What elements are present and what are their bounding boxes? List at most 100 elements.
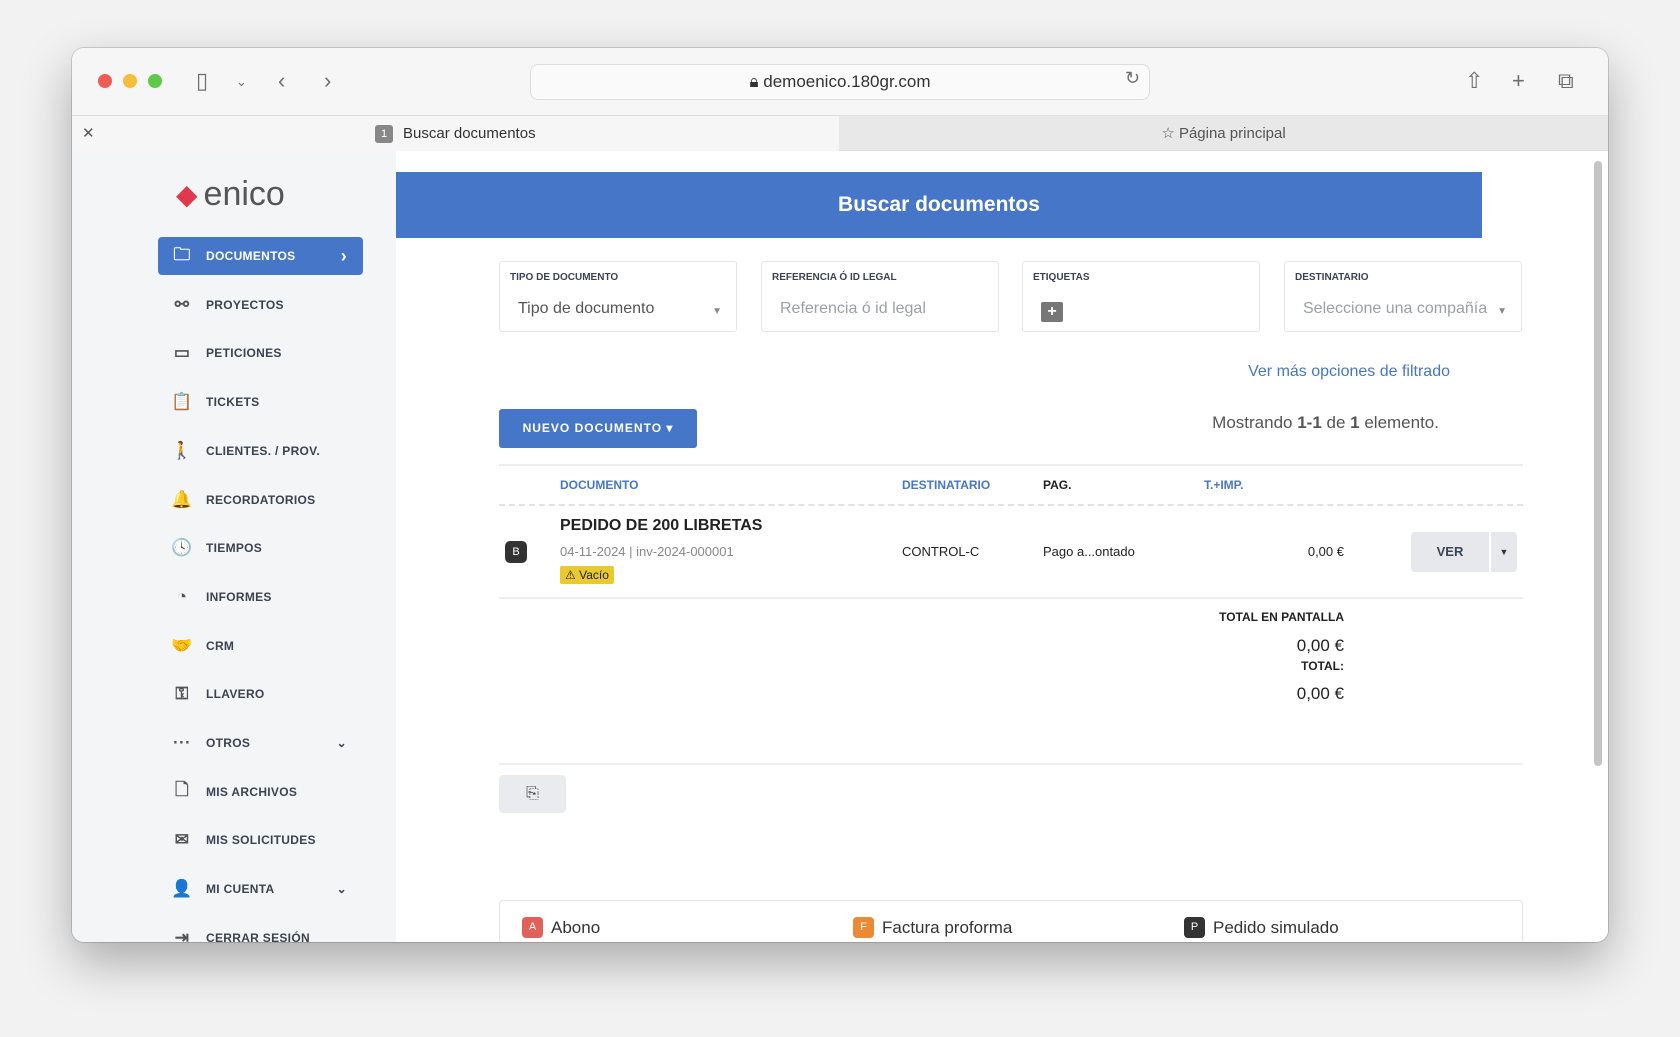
document-type-select[interactable]: TIPO DE DOCUMENTO Tipo de documento ▼ — [499, 261, 737, 332]
legend-badge: A — [522, 917, 543, 938]
share-icon[interactable]: ⇧ — [1465, 68, 1484, 93]
tab-label: Página principal — [1178, 125, 1286, 142]
forward-icon[interactable]: › — [324, 68, 332, 93]
tab-badge: 1 — [375, 125, 393, 143]
export-button[interactable]: ⎘ — [499, 775, 566, 813]
count-text: Mostrando — [1212, 413, 1298, 432]
mailbox-icon: ▭ — [173, 343, 191, 363]
sidebar-item-tiempos[interactable]: 🕓 TIEMPOS — [158, 529, 363, 567]
logout-icon: ⇥ — [174, 927, 190, 942]
sidebar-item-label: MI CUENTA — [206, 882, 275, 897]
divider — [499, 464, 1523, 466]
reference-input[interactable]: REFERENCIA Ó ID LEGAL Referencia ó id le… — [761, 261, 999, 332]
bell-icon: 🔔 — [171, 489, 193, 509]
sidebar-item-informes[interactable]: ◔ INFORMES — [158, 578, 363, 616]
sidebar-item-recordatorios[interactable]: 🔔 RECORDATORIOS — [158, 481, 363, 519]
sidebar-item-proyectos[interactable]: ⚯ PROYECTOS — [158, 286, 363, 324]
filter-placeholder: Referencia ó id legal — [780, 300, 926, 317]
sidebar-item-label: PROYECTOS — [206, 297, 284, 312]
sidebar-item-cerrar-sesión[interactable]: ⇥ CERRAR SESIÓN — [158, 919, 363, 942]
legend-box: A Abono F Factura proforma P Pedido simulad… — [499, 900, 1523, 942]
close-tab-icon[interactable]: ✕ — [82, 125, 95, 142]
sidebar-item-label: OTROS — [206, 736, 251, 750]
screen-total-value: 0,00 € — [1296, 636, 1344, 655]
payment-cell: Pago a...ontado — [1043, 544, 1135, 559]
recipient-cell: CONTROL-C — [902, 544, 980, 559]
envelope-icon: ✉ — [174, 830, 190, 850]
tab-buscar-documentos[interactable]: ✕ 1 Buscar documentos — [72, 116, 839, 151]
sidebar-item-otros[interactable]: ··· OTROS ⌄ — [158, 724, 363, 762]
sidebar: ◆ enico 🗀 DOCUMENTOS › ⚯ PROYECTOS ▭ PETICIONES… — [72, 151, 396, 942]
back-icon[interactable]: ‹ — [278, 68, 286, 93]
export-icon: ⎘ — [526, 785, 539, 802]
sidebar-item-label: TIEMPOS — [206, 541, 263, 556]
new-tab-icon[interactable]: + — [1512, 68, 1525, 93]
sidebar-item-label: DOCUMENTOS — [206, 249, 296, 263]
recipient-select[interactable]: DESTINATARIO Seleccione una compañía ▼ — [1284, 261, 1522, 332]
filter-label: TIPO DE DOCUMENTO — [510, 272, 619, 283]
file-icon: 🗋 — [175, 780, 189, 800]
sidebar-item-label: CLIENTES. / PROV. — [206, 443, 321, 458]
sidebar-toggle-icon[interactable]: ▯ — [196, 68, 209, 93]
filter-value: Tipo de documento — [518, 300, 655, 317]
sidebar-item-tickets[interactable]: 📋 TICKETS — [158, 383, 363, 421]
caret-down-icon: ▼ — [1497, 306, 1507, 317]
sidebar-item-label: MIS SOLICITUDES — [206, 833, 316, 848]
sidebar-item-label: TICKETS — [206, 395, 260, 410]
header-divider — [499, 504, 1523, 506]
sidebar-item-peticiones[interactable]: ▭ PETICIONES — [158, 334, 363, 372]
sidebar-item-mi-cuenta[interactable]: 👤 MI CUENTA ⌄ — [158, 870, 363, 908]
empty-warning-badge: ⚠ Vacío — [560, 566, 614, 584]
tab-pagina-principal[interactable]: ☆ Página principal — [839, 116, 1608, 151]
sidebar-item-mis-solicitudes[interactable]: ✉ MIS SOLICITUDES — [158, 821, 363, 859]
minimize-window-button[interactable] — [123, 74, 137, 88]
sidebar-item-label: CRM — [206, 638, 235, 653]
sidebar-item-label: MIS ARCHIVOS — [206, 784, 298, 799]
sidebar-item-label: PETICIONES — [206, 346, 282, 361]
total-value: 0,00 € — [1296, 684, 1344, 703]
sidebar-item-mis-archivos[interactable]: 🗋 MIS ARCHIVOS — [158, 773, 363, 811]
tags-field[interactable]: ETIQUETAS + — [1022, 261, 1260, 332]
maximize-window-button[interactable] — [148, 74, 162, 88]
document-title[interactable]: PEDIDO DE 200 LIBRETAS — [560, 517, 763, 534]
results-count: Mostrando 1-1 de 1 elemento. — [1212, 413, 1439, 433]
sidebar-item-llavero[interactable]: ⚿ LLAVERO — [158, 675, 363, 713]
chevron-down-icon[interactable]: ⌄ — [236, 74, 247, 89]
sidebar-item-label: RECORDATORIOS — [206, 492, 316, 507]
clock-icon: 🕓 — [171, 538, 193, 558]
lock-icon: 🔒︎ — [749, 72, 764, 91]
view-dropdown-caret-icon[interactable]: ▼ — [1491, 532, 1517, 572]
sidebar-item-label: INFORMES — [206, 589, 272, 604]
legend-badge: P — [1184, 917, 1205, 938]
column-header-documento[interactable]: DOCUMENTO — [560, 478, 639, 492]
legend-item-pedido-simulado: P Pedido simulado — [1184, 917, 1339, 938]
column-header-total-imp[interactable]: T.+IMP. — [1204, 478, 1244, 492]
logo[interactable]: ◆ enico — [176, 175, 285, 214]
browser-window: ▯ ⌄ ‹ › 🔒︎ demoenico.180gr.com ↻ ⇧ + ⧉ ✕… — [72, 48, 1608, 942]
sidebar-item-label: CERRAR SESIÓN — [206, 930, 310, 942]
add-tag-icon[interactable]: + — [1041, 302, 1063, 322]
filter-label: DESTINATARIO — [1295, 272, 1369, 283]
legend-item-abono: A Abono — [522, 917, 600, 938]
walking-person-icon: 🚶 — [171, 440, 193, 460]
scrollbar[interactable] — [1594, 161, 1602, 766]
close-window-button[interactable] — [98, 74, 112, 88]
sidebar-item-clientes-prov[interactable]: 🚶 CLIENTES. / PROV. — [158, 432, 363, 470]
caret-down-icon: ▼ — [712, 306, 722, 317]
browser-toolbar: ▯ ⌄ ‹ › 🔒︎ demoenico.180gr.com ↻ ⇧ + ⧉ — [72, 48, 1608, 115]
sidebar-item-documentos[interactable]: 🗀 DOCUMENTOS › — [158, 237, 363, 275]
logo-text: enico — [203, 175, 285, 213]
tab-label: Buscar documentos — [403, 125, 536, 142]
new-document-button[interactable]: NUEVO DOCUMENTO ▾ — [499, 409, 697, 448]
divider — [499, 597, 1523, 599]
tab-overview-icon[interactable]: ⧉ — [1558, 68, 1574, 93]
reload-icon[interactable]: ↻ — [1125, 68, 1141, 88]
column-header-destinatario[interactable]: DESTINATARIO — [902, 478, 991, 492]
count-text: de — [1321, 413, 1351, 432]
sidebar-item-crm[interactable]: 🤝 CRM — [158, 627, 363, 665]
filter-label: REFERENCIA Ó ID LEGAL — [772, 272, 897, 283]
address-bar[interactable]: 🔒︎ demoenico.180gr.com — [530, 64, 1150, 100]
more-filters-link[interactable]: Ver más opciones de filtrado — [1248, 363, 1450, 380]
view-button[interactable]: VER — [1411, 532, 1489, 572]
tab-bar: ✕ 1 Buscar documentos ☆ Página principal — [72, 115, 1608, 151]
